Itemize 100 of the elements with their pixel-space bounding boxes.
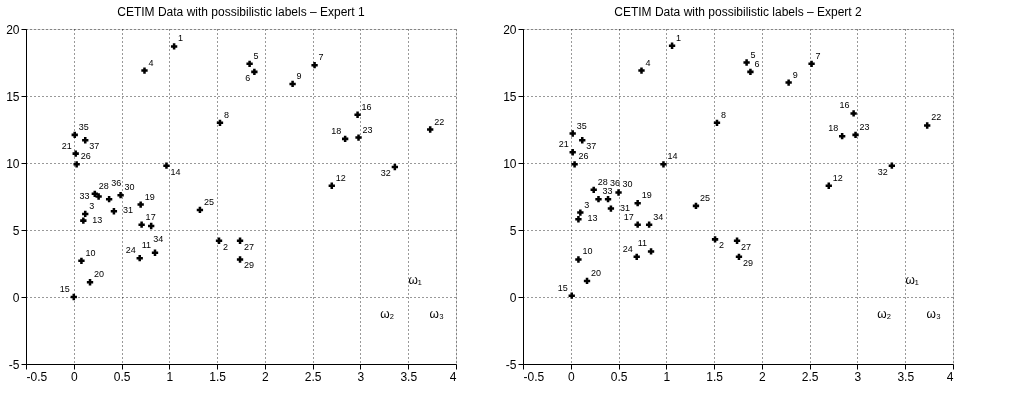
annotation: 5 [253, 50, 259, 61]
point [427, 126, 434, 133]
annotation: 11 [141, 239, 151, 250]
point [110, 208, 118, 215]
x-tick-label: 0 [567, 369, 575, 384]
annotation: 15 [557, 282, 568, 293]
x-tick-label: 0.5 [113, 369, 131, 384]
annotation: 32 [877, 166, 888, 177]
annotation: 24 [125, 245, 136, 256]
annotation: 26 [80, 151, 91, 162]
annotation: 21 [558, 139, 569, 150]
annotation: 31 [619, 202, 630, 213]
annotation: 2 [719, 240, 725, 251]
annotation: 3 [584, 199, 590, 210]
annotation: 33 [602, 186, 613, 197]
annotation: 6 [245, 72, 251, 83]
y-tick-label: 20 [503, 22, 517, 37]
annotation: 30 [124, 182, 135, 193]
annotation: 13 [92, 214, 103, 225]
point [850, 110, 857, 117]
x-tick-label: 3.5 [897, 369, 915, 384]
x-tick-label: 0.5 [610, 369, 628, 384]
point [80, 217, 87, 224]
point [251, 68, 258, 76]
annotation: 19 [144, 191, 155, 202]
chart-title: CETIM Data with possibilistic labels – Expert 2 [614, 5, 863, 19]
point [660, 161, 667, 168]
annotation: 16 [839, 100, 850, 111]
annotation: 25 [203, 196, 214, 207]
point [73, 161, 80, 168]
y-tick-label: 15 [503, 89, 517, 104]
annotation: 9 [792, 69, 798, 80]
point [924, 122, 931, 129]
point [634, 200, 641, 207]
annotation: ω₃ [926, 306, 941, 321]
annotation: 21 [61, 140, 72, 151]
annotation: ω₁ [408, 273, 422, 288]
x-tick-label: 2 [759, 369, 767, 384]
annotation: 15 [59, 284, 70, 294]
annotation: 1 [178, 33, 184, 44]
point [634, 221, 641, 228]
annotation: 30 [622, 179, 633, 190]
annotation: 23 [362, 124, 373, 135]
x-tick-label: 1 [663, 369, 671, 384]
annotation: 17 [145, 211, 156, 222]
annotation: 34 [653, 211, 664, 222]
annotation: 5 [750, 49, 756, 60]
annotation: 13 [587, 213, 598, 224]
annotation: 36 [610, 178, 621, 189]
point [743, 59, 750, 66]
point [571, 161, 578, 168]
point [569, 130, 576, 137]
annotation: 14 [170, 166, 181, 177]
annotation: 24 [622, 243, 633, 254]
annotation: 4 [148, 57, 154, 68]
y-tick-label: -5 [505, 357, 517, 372]
x-tick-label: 1 [166, 369, 174, 384]
point [575, 256, 582, 263]
annotation: 29 [244, 260, 255, 271]
chart-title: CETIM Data with possibilistic labels – Expert 1 [117, 5, 366, 19]
annotation: 19 [641, 190, 652, 201]
y-tick-label: 15 [6, 89, 20, 104]
point [668, 42, 676, 49]
x-tick-label: 3 [357, 369, 365, 384]
point [579, 137, 586, 144]
point [355, 134, 362, 141]
x-tick-label: 1.5 [706, 369, 724, 384]
annotation: 20 [94, 269, 105, 280]
point [82, 137, 89, 144]
annotation: 6 [754, 58, 760, 69]
point [852, 131, 859, 139]
x-tick-label: -0.5 [523, 369, 545, 384]
point [577, 209, 584, 216]
annotation: 11 [637, 238, 648, 249]
annotation: 18 [828, 123, 839, 134]
annotation: 35 [576, 120, 587, 131]
annotation: 14 [667, 151, 678, 162]
annotation: 26 [578, 151, 589, 162]
annotation: 8 [720, 109, 726, 120]
annotation: 29 [742, 257, 753, 268]
x-tick-label: 2.5 [304, 369, 322, 384]
annotation: 18 [331, 125, 342, 136]
x-tick-label: 4 [946, 369, 954, 384]
annotation: 9 [296, 70, 302, 81]
point [138, 221, 145, 228]
annotation: 4 [645, 57, 651, 68]
annotation: 28 [98, 180, 109, 191]
point [569, 149, 576, 156]
point [590, 186, 597, 193]
annotation: 27 [741, 241, 752, 252]
x-tick-label: 0 [70, 369, 78, 384]
annotation: 7 [815, 50, 821, 61]
point [71, 131, 78, 139]
annotation: 20 [591, 267, 602, 278]
point [163, 162, 170, 169]
point [215, 237, 223, 244]
x-tick-label: 2.5 [801, 369, 819, 384]
annotation: 12 [335, 172, 346, 183]
point [711, 236, 719, 243]
y-tick-label: 5 [12, 223, 20, 238]
